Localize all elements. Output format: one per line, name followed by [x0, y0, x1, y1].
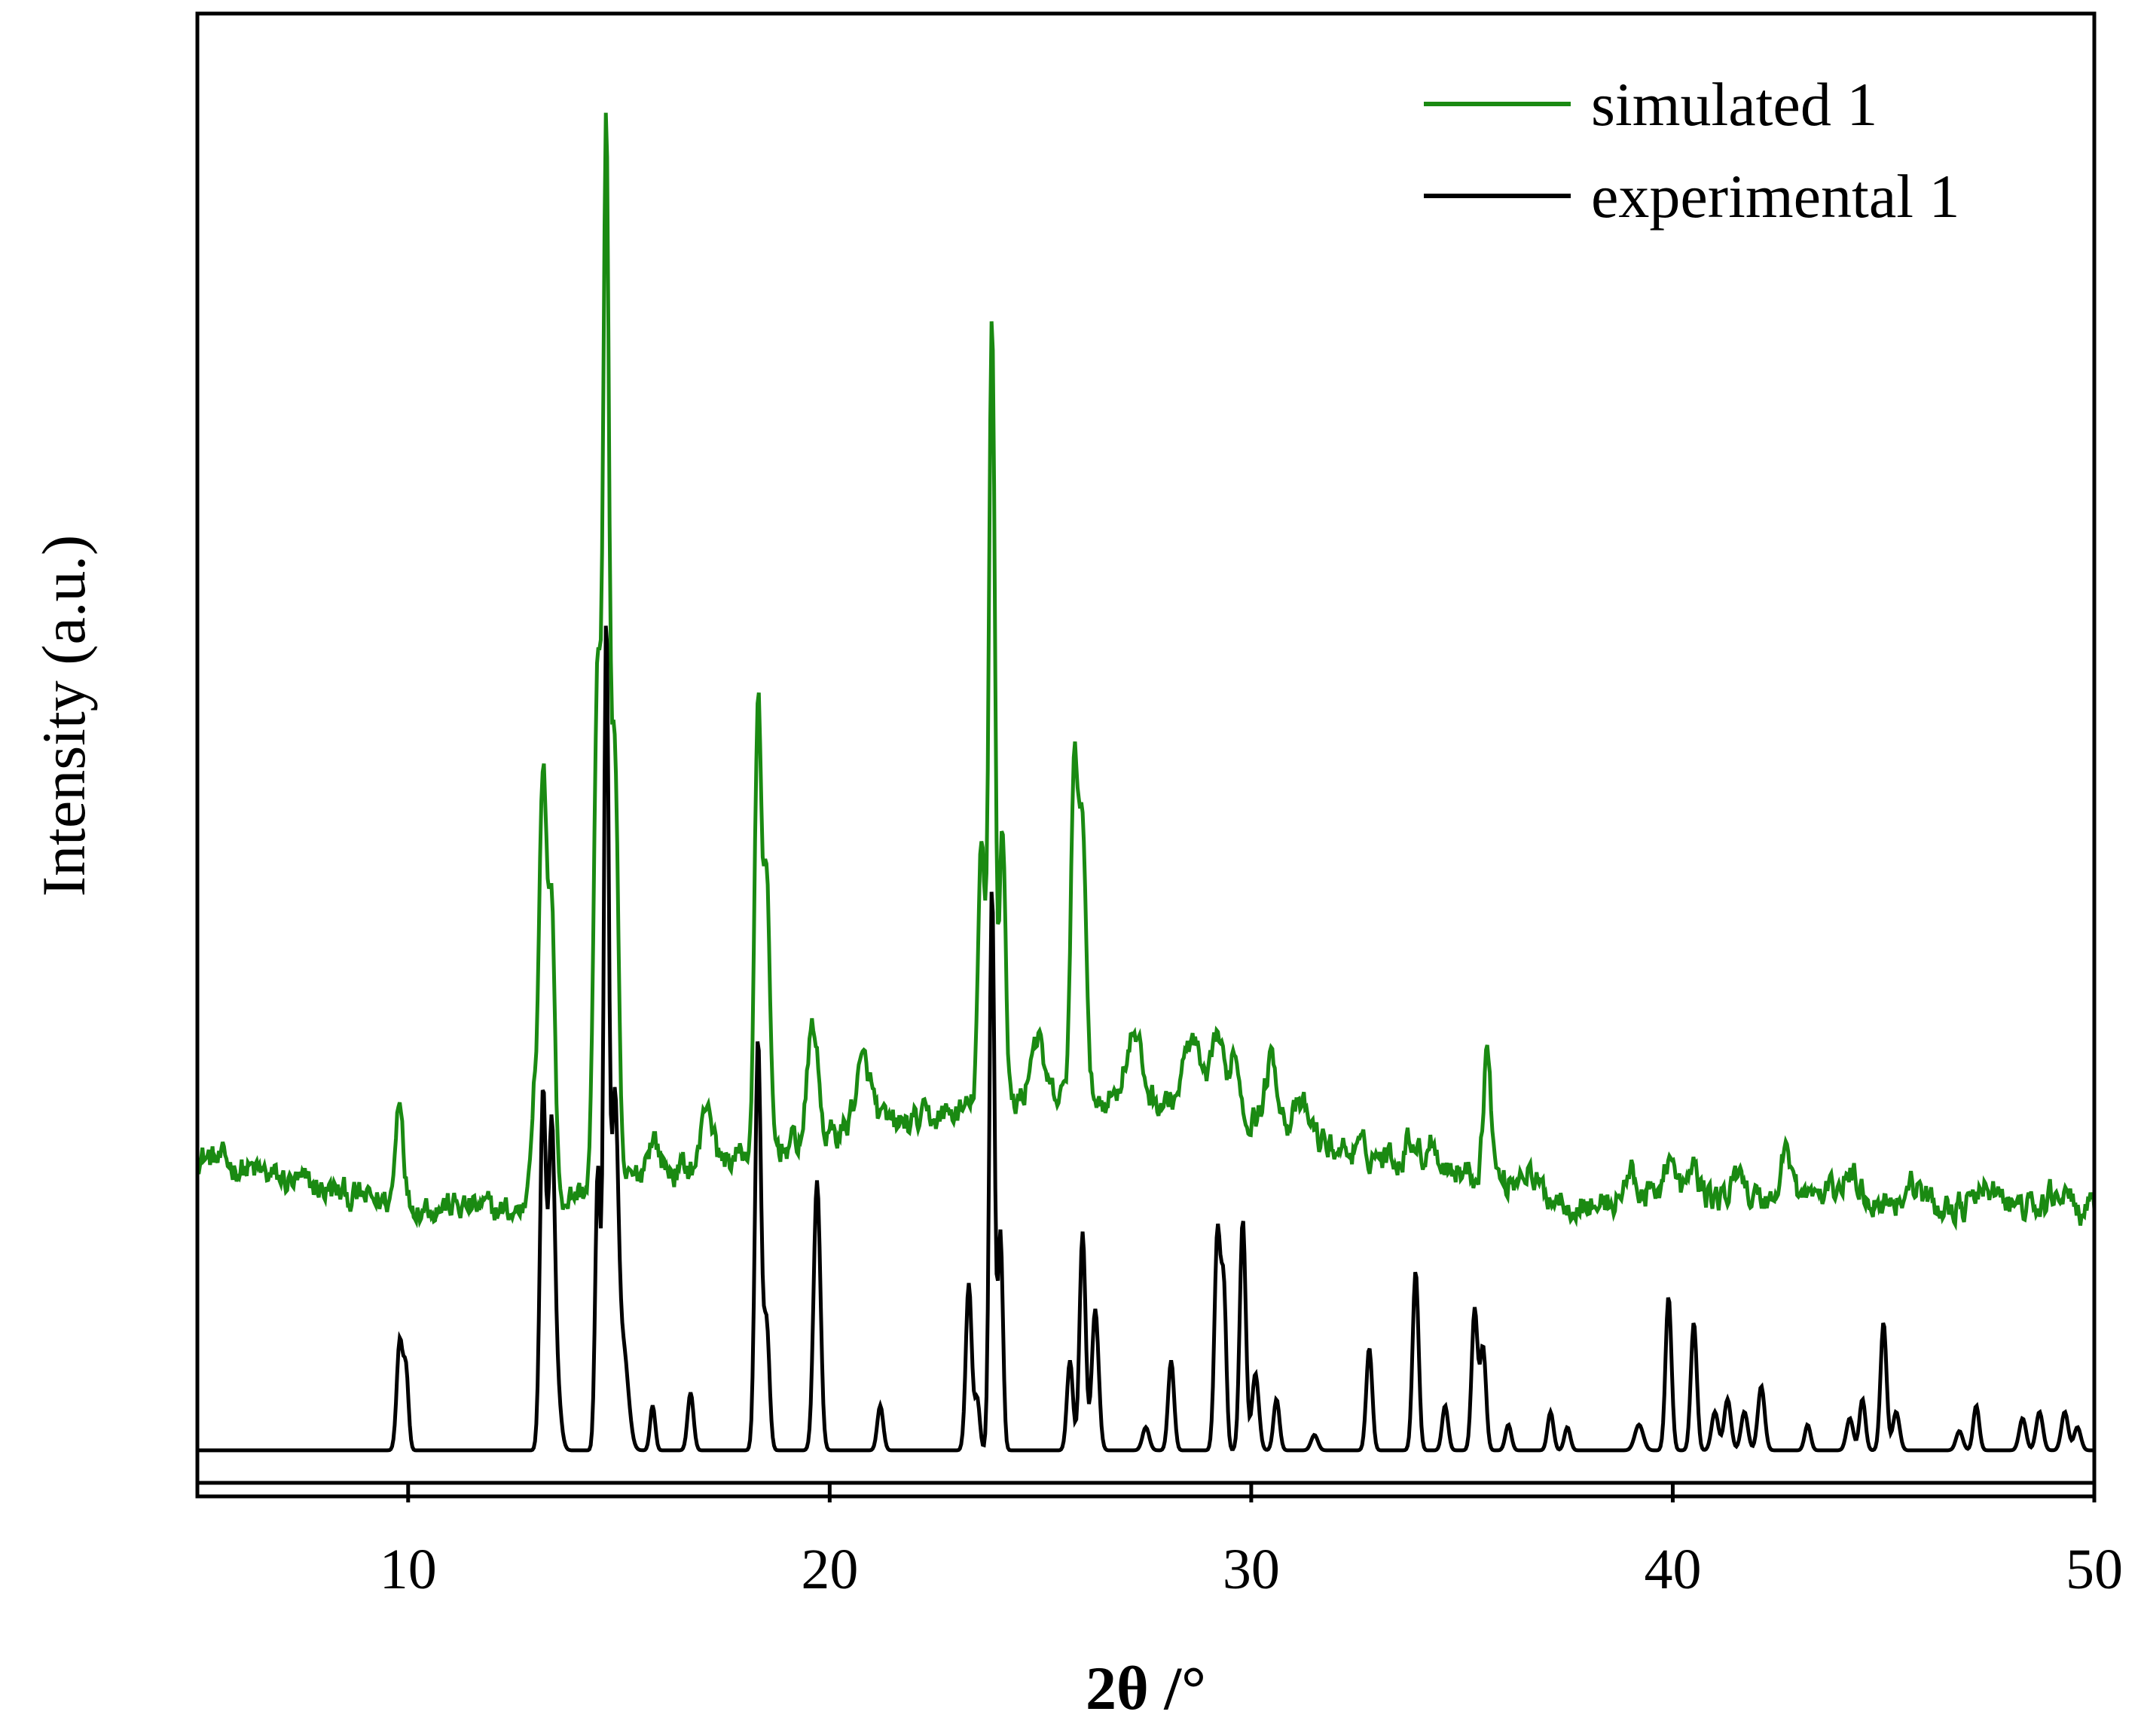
- series-line-experimental: [197, 625, 2094, 1453]
- x-tick-label: 20: [801, 1538, 858, 1601]
- legend: simulated 1 experimental 1: [1424, 70, 1960, 231]
- x-axis-ticks: 10 20 30 40 50: [380, 1483, 2123, 1601]
- x-tick-label: 10: [380, 1538, 437, 1601]
- legend-label-simulated: simulated 1: [1591, 70, 1877, 139]
- series-line-simulated: [195, 112, 2097, 1231]
- x-tick-label: 50: [2066, 1538, 2123, 1601]
- plot-frame: [195, 11, 2097, 1499]
- legend-label-experimental: experimental 1: [1591, 162, 1960, 231]
- x-tick-label: 30: [1223, 1538, 1280, 1601]
- plot-lines: [195, 112, 2097, 1453]
- x-axis-title: 2θ /°: [1086, 1654, 1206, 1722]
- y-axis-title: Intensity (a.u.): [29, 535, 98, 897]
- x-tick-label: 40: [1644, 1538, 1701, 1601]
